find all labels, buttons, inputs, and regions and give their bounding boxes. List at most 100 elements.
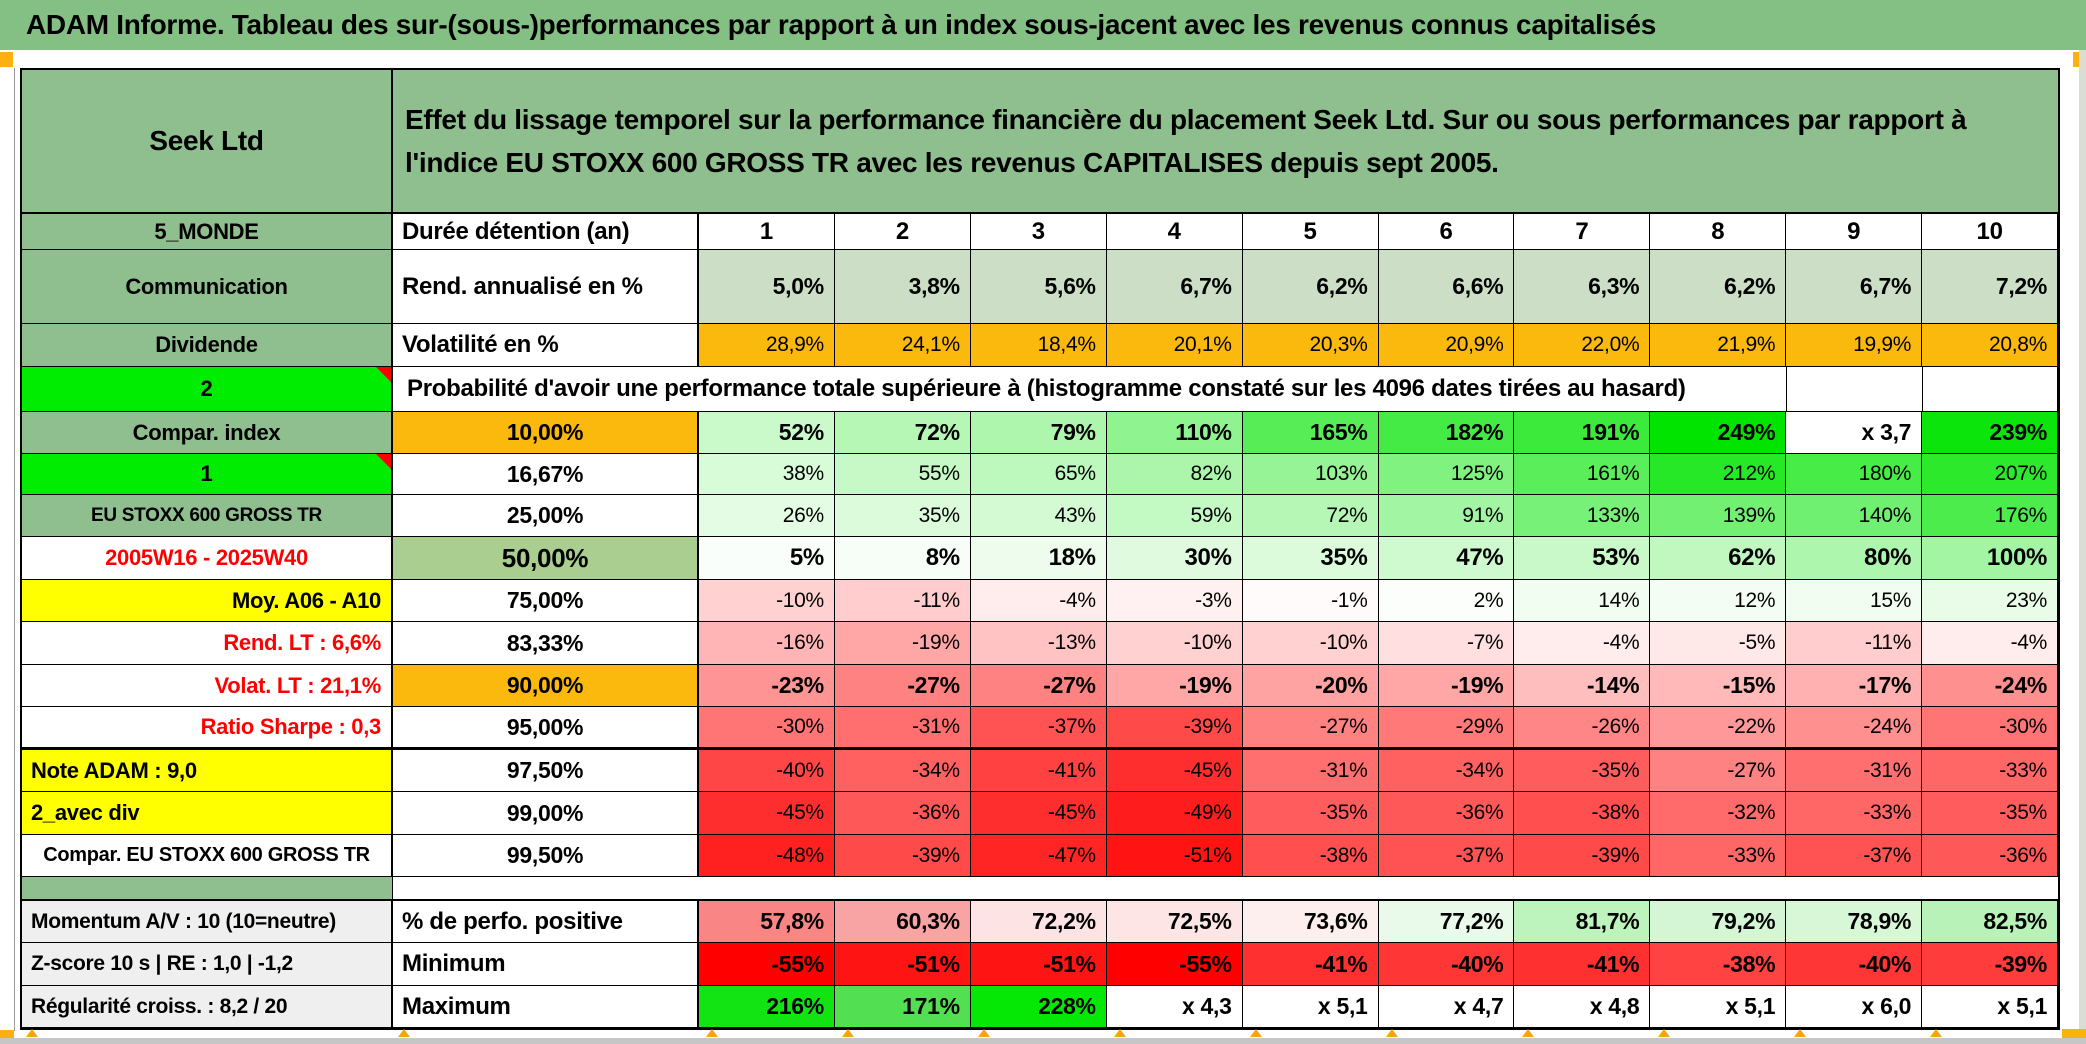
- data-cell[interactable]: 52%: [699, 412, 835, 454]
- row-label-cell[interactable]: 2005W16 - 2025W40: [22, 537, 393, 580]
- row-label-cell[interactable]: 5_MONDE: [22, 214, 393, 250]
- data-cell[interactable]: x 4,8: [1514, 986, 1651, 1028]
- data-cell[interactable]: 20,9%: [1378, 324, 1515, 367]
- data-cell[interactable]: 72%: [1242, 495, 1379, 537]
- data-cell[interactable]: -39%: [1922, 943, 2059, 986]
- row-label-cell[interactable]: Z-score 10 s | RE : 1,0 | -1,2: [22, 943, 393, 986]
- data-cell[interactable]: 30%: [1106, 537, 1243, 580]
- data-cell[interactable]: -4%: [970, 580, 1107, 622]
- data-cell[interactable]: 73,6%: [1242, 901, 1379, 943]
- row-label-cell[interactable]: Compar. EU STOXX 600 GROSS TR: [22, 835, 393, 877]
- row-label-cell[interactable]: Note ADAM : 9,0: [22, 750, 393, 792]
- data-cell[interactable]: -33%: [1786, 792, 1923, 835]
- data-cell[interactable]: 171%: [834, 986, 971, 1028]
- data-cell[interactable]: -47%: [970, 835, 1107, 877]
- data-cell[interactable]: -33%: [1650, 835, 1787, 877]
- data-cell[interactable]: 77,2%: [1378, 901, 1515, 943]
- threshold-cell[interactable]: 50,00%: [393, 537, 699, 580]
- data-cell[interactable]: 22,0%: [1514, 324, 1651, 367]
- data-cell[interactable]: -20%: [1242, 665, 1379, 707]
- data-cell[interactable]: -33%: [1922, 750, 2059, 792]
- data-cell[interactable]: -19%: [1378, 665, 1515, 707]
- row-label-cell[interactable]: Compar. index: [22, 412, 393, 454]
- data-cell[interactable]: -24%: [1786, 707, 1923, 750]
- data-cell[interactable]: -19%: [834, 622, 971, 665]
- row-label-cell[interactable]: Momentum A/V : 10 (10=neutre): [22, 901, 393, 943]
- data-cell[interactable]: 165%: [1242, 412, 1379, 454]
- data-cell[interactable]: 100%: [1922, 537, 2059, 580]
- data-cell[interactable]: -14%: [1514, 665, 1651, 707]
- data-cell[interactable]: 6,6%: [1378, 250, 1515, 324]
- data-cell[interactable]: 139%: [1650, 495, 1787, 537]
- data-cell[interactable]: 12%: [1650, 580, 1787, 622]
- threshold-cell[interactable]: 95,00%: [393, 707, 699, 750]
- data-cell[interactable]: -27%: [1242, 707, 1379, 750]
- data-cell[interactable]: 176%: [1922, 495, 2059, 537]
- threshold-cell[interactable]: 83,33%: [393, 622, 699, 665]
- data-cell[interactable]: x 5,1: [1922, 986, 2059, 1028]
- data-cell[interactable]: 53%: [1514, 537, 1651, 580]
- data-cell[interactable]: -45%: [970, 792, 1107, 835]
- data-cell[interactable]: x 4,7: [1378, 986, 1515, 1028]
- threshold-cell[interactable]: Rend. annualisé en %: [393, 250, 699, 324]
- data-cell[interactable]: 72%: [834, 412, 971, 454]
- data-cell[interactable]: -41%: [970, 750, 1107, 792]
- data-cell[interactable]: 140%: [1786, 495, 1923, 537]
- data-cell[interactable]: -38%: [1650, 943, 1787, 986]
- threshold-cell[interactable]: 16,67%: [393, 454, 699, 495]
- data-cell[interactable]: -41%: [1242, 943, 1379, 986]
- threshold-cell[interactable]: Volatilité en %: [393, 324, 699, 367]
- data-cell[interactable]: -26%: [1514, 707, 1651, 750]
- data-cell[interactable]: 5: [1242, 214, 1379, 250]
- data-cell[interactable]: -15%: [1650, 665, 1787, 707]
- threshold-cell[interactable]: 90,00%: [393, 665, 699, 707]
- data-cell[interactable]: -51%: [834, 943, 971, 986]
- data-cell[interactable]: 182%: [1378, 412, 1515, 454]
- data-cell[interactable]: 5,0%: [699, 250, 835, 324]
- data-cell[interactable]: 8: [1650, 214, 1787, 250]
- data-cell[interactable]: -27%: [1650, 750, 1787, 792]
- data-cell[interactable]: -16%: [699, 622, 835, 665]
- data-cell[interactable]: 20,3%: [1242, 324, 1379, 367]
- data-cell[interactable]: 5,6%: [970, 250, 1107, 324]
- data-cell[interactable]: 4: [1106, 214, 1243, 250]
- threshold-cell[interactable]: 25,00%: [393, 495, 699, 537]
- data-cell[interactable]: -31%: [1242, 750, 1379, 792]
- data-cell[interactable]: 3,8%: [834, 250, 971, 324]
- data-cell[interactable]: 6: [1378, 214, 1515, 250]
- row-label-cell[interactable]: Volat. LT : 21,1%: [22, 665, 393, 707]
- threshold-cell[interactable]: Maximum: [393, 986, 699, 1028]
- data-cell[interactable]: -5%: [1650, 622, 1787, 665]
- threshold-cell[interactable]: Durée détention (an): [393, 214, 699, 250]
- data-cell[interactable]: 26%: [699, 495, 835, 537]
- data-cell[interactable]: -4%: [1922, 622, 2059, 665]
- data-cell[interactable]: -3%: [1106, 580, 1243, 622]
- row-label-cell[interactable]: EU STOXX 600 GROSS TR: [22, 495, 393, 537]
- data-cell[interactable]: -38%: [1514, 792, 1651, 835]
- data-cell[interactable]: 23%: [1922, 580, 2059, 622]
- data-cell[interactable]: -36%: [834, 792, 971, 835]
- data-cell[interactable]: -40%: [1786, 943, 1923, 986]
- data-cell[interactable]: -32%: [1650, 792, 1787, 835]
- threshold-cell[interactable]: 97,50%: [393, 750, 699, 792]
- data-cell[interactable]: -19%: [1106, 665, 1243, 707]
- data-cell[interactable]: 180%: [1786, 454, 1923, 495]
- data-cell[interactable]: -36%: [1378, 792, 1515, 835]
- data-cell[interactable]: 55%: [834, 454, 971, 495]
- row-label-cell[interactable]: Ratio Sharpe : 0,3: [22, 707, 393, 750]
- data-cell[interactable]: -10%: [1242, 622, 1379, 665]
- data-cell[interactable]: -41%: [1514, 943, 1651, 986]
- data-cell[interactable]: -34%: [1378, 750, 1515, 792]
- data-cell[interactable]: -38%: [1242, 835, 1379, 877]
- row-label-cell[interactable]: 2_avec div: [22, 792, 393, 835]
- data-cell[interactable]: 10: [1922, 214, 2059, 250]
- data-cell[interactable]: 14%: [1514, 580, 1651, 622]
- data-cell[interactable]: 15%: [1786, 580, 1923, 622]
- data-cell[interactable]: 35%: [1242, 537, 1379, 580]
- data-cell[interactable]: 79%: [970, 412, 1107, 454]
- data-cell[interactable]: 20,8%: [1922, 324, 2059, 367]
- threshold-cell[interactable]: Minimum: [393, 943, 699, 986]
- data-cell[interactable]: 21,9%: [1650, 324, 1787, 367]
- data-cell[interactable]: 249%: [1650, 412, 1787, 454]
- threshold-cell[interactable]: 99,50%: [393, 835, 699, 877]
